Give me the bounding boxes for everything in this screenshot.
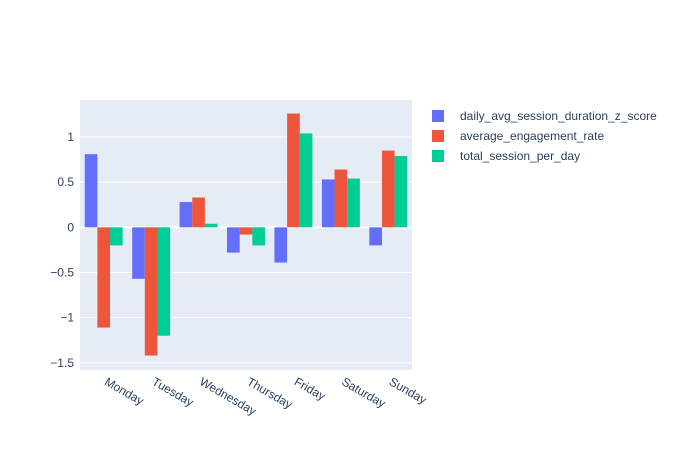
bar-sunday-series-2[interactable] [381,150,395,228]
legend-swatch [432,130,444,142]
legend-label: daily_avg_session_duration_z_score [460,109,657,123]
legend-item-session-duration[interactable]: daily_avg_session_duration_z_score [432,106,657,126]
bar-friday-series-2[interactable] [287,113,300,228]
bar-tuesday-series-3[interactable] [157,227,171,336]
bar-saturday-series-1[interactable] [321,179,335,228]
y-tick-label: 0 [67,220,74,234]
bar-sunday-series-1[interactable] [369,227,382,246]
bar-saturday-series-3[interactable] [347,178,360,228]
x-tick-label: Friday [292,374,328,403]
x-tick-label: Sunday [387,374,429,406]
x-tick-label: Tuesday [150,374,196,409]
bar-friday-series-1[interactable] [274,227,288,263]
y-tick-label: 0.5 [57,175,74,189]
bar-thursday-series-1[interactable] [227,227,240,253]
bar-monday-series-1[interactable] [84,154,98,228]
bar-tuesday-series-2[interactable] [144,227,158,356]
legend-item-engagement-rate[interactable]: average_engagement_rate [432,126,657,146]
y-tick-label: −0.5 [50,265,74,279]
legend: daily_avg_session_duration_z_score avera… [432,106,657,166]
legend-label: average_engagement_rate [460,129,605,143]
bar-friday-series-3[interactable] [299,133,313,228]
x-tick-label: Saturday [339,374,388,410]
bar-wednesday-series-1[interactable] [179,202,193,228]
legend-label: total_session_per_day [460,149,581,163]
y-tick-label: −1 [60,311,74,325]
legend-swatch [432,110,444,122]
y-axis-ticks: 1 0.5 0 −0.5 −1 −1.5 [50,130,74,370]
legend-item-total-sessions[interactable]: total_session_per_day [432,146,657,166]
bar-monday-series-2[interactable] [97,227,111,328]
bar-sunday-series-3[interactable] [394,155,408,228]
x-tick-label: Monday [102,374,146,407]
bar-wednesday-series-3[interactable] [204,223,218,228]
y-tick-label: 1 [67,130,74,144]
bars [84,113,408,356]
bar-tuesday-series-1[interactable] [132,227,145,279]
bar-saturday-series-2[interactable] [334,169,348,228]
bar-wednesday-series-2[interactable] [192,197,205,228]
bar-monday-series-3[interactable] [110,227,123,246]
bar-thursday-series-3[interactable] [252,227,265,246]
plot-background [80,100,412,370]
bar-thursday-series-2[interactable] [239,227,253,235]
legend-swatch [432,150,444,162]
y-tick-label: −1.5 [50,356,74,370]
